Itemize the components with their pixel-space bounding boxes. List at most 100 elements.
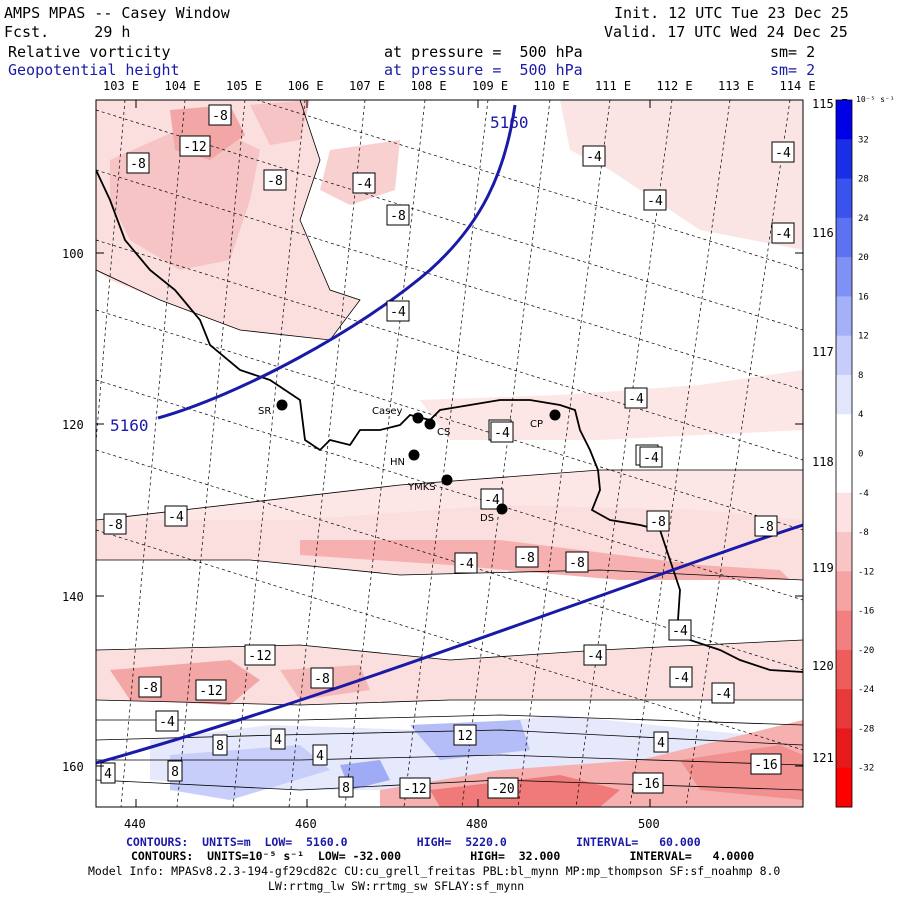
svg-text:-4: -4 bbox=[715, 687, 731, 702]
vorticity-label: -4 bbox=[490, 421, 514, 443]
valid-time: Valid. 17 UTC Wed 24 Dec 25 bbox=[604, 23, 848, 41]
vorticity-label: -16 bbox=[750, 753, 782, 775]
vorticity-label: -12 bbox=[399, 777, 431, 799]
x-tick-label: 440 bbox=[124, 817, 146, 831]
field1-name: Relative vorticity bbox=[8, 43, 171, 61]
colorbar-unit: 10⁻⁵ s⁻¹ bbox=[856, 95, 895, 104]
colorbar: 32 28 24 20 16 12 8 4 0 -4 -8 -12 -16 -20 -24 -28 -32 10⁻… bbox=[835, 95, 895, 808]
station-marker bbox=[408, 449, 420, 461]
svg-text:-4: -4 bbox=[356, 177, 372, 192]
svg-text:8: 8 bbox=[171, 765, 179, 780]
colorbar-tick: -4 bbox=[858, 489, 869, 499]
vorticity-label: -4 bbox=[771, 222, 795, 244]
svg-text:-8: -8 bbox=[390, 209, 406, 224]
svg-text:-8: -8 bbox=[130, 157, 146, 172]
meridian-line bbox=[120, 100, 186, 807]
meridian-line bbox=[232, 100, 306, 807]
station-cs: CS bbox=[424, 418, 450, 438]
svg-text:8: 8 bbox=[216, 739, 224, 754]
colorbar-swatch bbox=[836, 767, 852, 808]
vorticity-label: -4 bbox=[668, 619, 692, 641]
vorticity-labels: -8 -12 -8 -8 -4 -8 -4 -4 -4 -4 -4 -4 -4 -4 -8 -4 -8 -4 -8 -… bbox=[100, 104, 795, 799]
colorbar-tick: 4 bbox=[858, 410, 863, 420]
colorbar-swatch bbox=[836, 649, 852, 690]
meridian-line bbox=[288, 100, 366, 807]
station-label: YMKS bbox=[407, 482, 436, 493]
height-label-north: 5160 bbox=[490, 113, 529, 132]
station-marker bbox=[496, 503, 508, 515]
x-tick-label: 460 bbox=[295, 817, 317, 831]
vorticity-label: -4 bbox=[155, 710, 179, 732]
svg-text:-12: -12 bbox=[248, 649, 271, 664]
vorticity-label: 4 bbox=[270, 728, 286, 750]
footer-model-info: Model Info: MPASv8.2.3-194-gf29cd82c CU:… bbox=[88, 864, 781, 878]
colorbar-swatch bbox=[836, 689, 852, 729]
vorticity-label: -4 bbox=[352, 172, 376, 194]
svg-text:-12: -12 bbox=[199, 684, 222, 699]
vorticity-label: -12 bbox=[244, 644, 276, 666]
y-tick-label: 100 bbox=[62, 247, 84, 261]
svg-text:-4: -4 bbox=[775, 227, 791, 242]
field1-level: at pressure = 500 hPa bbox=[384, 43, 583, 61]
svg-text:-4: -4 bbox=[390, 305, 406, 320]
vorticity-label: -8 bbox=[103, 513, 127, 535]
x-tick-label: 500 bbox=[638, 817, 660, 831]
height-contours bbox=[96, 104, 803, 765]
footer-model-info-2: LW:rrtmg_lw SW:rrtmg_sw SFLAY:sf_mynn bbox=[268, 879, 525, 893]
plot-title: AMPS MPAS -- Casey Window bbox=[4, 4, 230, 22]
lon-label: 110 E bbox=[534, 79, 570, 93]
lon-label: 111 E bbox=[595, 79, 631, 93]
colorbar-frame bbox=[835, 99, 853, 808]
meridian-line bbox=[461, 100, 551, 807]
field2-smooth: sm= 2 bbox=[770, 61, 816, 79]
init-time: Init. 12 UTC Tue 23 Dec 25 bbox=[614, 4, 849, 22]
vorticity-label: -8 bbox=[310, 667, 334, 689]
lon-label: 113 E bbox=[718, 79, 754, 93]
vorticity-label: 4 bbox=[100, 762, 116, 784]
vorticity-label: -12 bbox=[179, 135, 211, 157]
vorticity-label: -8 bbox=[138, 676, 162, 698]
svg-text:-20: -20 bbox=[491, 782, 514, 797]
meridian-line bbox=[517, 100, 611, 807]
svg-text:12: 12 bbox=[457, 729, 473, 744]
coastline bbox=[96, 169, 803, 673]
colorbar-swatch bbox=[836, 374, 852, 415]
field1-smooth: sm= 2 bbox=[770, 43, 816, 61]
svg-text:-4: -4 bbox=[484, 493, 500, 508]
lon-label: 112 E bbox=[657, 79, 693, 93]
svg-text:-8: -8 bbox=[569, 556, 585, 571]
svg-text:-16: -16 bbox=[754, 758, 777, 773]
vorticity-label: -8 bbox=[515, 546, 539, 568]
svg-text:-4: -4 bbox=[643, 451, 659, 466]
meridian-line bbox=[403, 100, 489, 807]
station-marker bbox=[412, 412, 424, 424]
svg-text:-8: -8 bbox=[142, 681, 158, 696]
height-label-west: 5160 bbox=[110, 416, 149, 435]
colorbar-swatch bbox=[836, 532, 852, 572]
vorticity-label: -4 bbox=[164, 505, 188, 527]
colorbar-tick: 28 bbox=[858, 175, 869, 185]
colorbar-swatch bbox=[836, 571, 852, 612]
vorticity-label: -8 bbox=[646, 510, 670, 532]
vorticity-label: -4 bbox=[624, 387, 648, 409]
vorticity-label: -8 bbox=[126, 152, 150, 174]
height-contour-north bbox=[157, 104, 517, 420]
plot-frame bbox=[95, 99, 804, 808]
svg-text:-4: -4 bbox=[628, 392, 644, 407]
lon-label: 103 E bbox=[103, 79, 139, 93]
station-cp: CP bbox=[530, 409, 561, 430]
svg-text:-4: -4 bbox=[775, 146, 791, 161]
vorticity-label: -16 bbox=[632, 772, 664, 794]
vorticity-label: -4 bbox=[771, 141, 795, 163]
lon-label: 108 E bbox=[411, 79, 447, 93]
svg-text:8: 8 bbox=[342, 781, 350, 796]
vorticity-label: 4 bbox=[312, 744, 328, 766]
lon-label: 107 E bbox=[349, 79, 385, 93]
station-ds: DS bbox=[480, 503, 508, 524]
station-marker bbox=[441, 474, 453, 486]
vorticity-label: -4 bbox=[639, 446, 663, 468]
lon-label: 106 E bbox=[288, 79, 324, 93]
vorticity-label: -4 bbox=[711, 682, 735, 704]
vorticity-label: -8 bbox=[565, 551, 589, 573]
